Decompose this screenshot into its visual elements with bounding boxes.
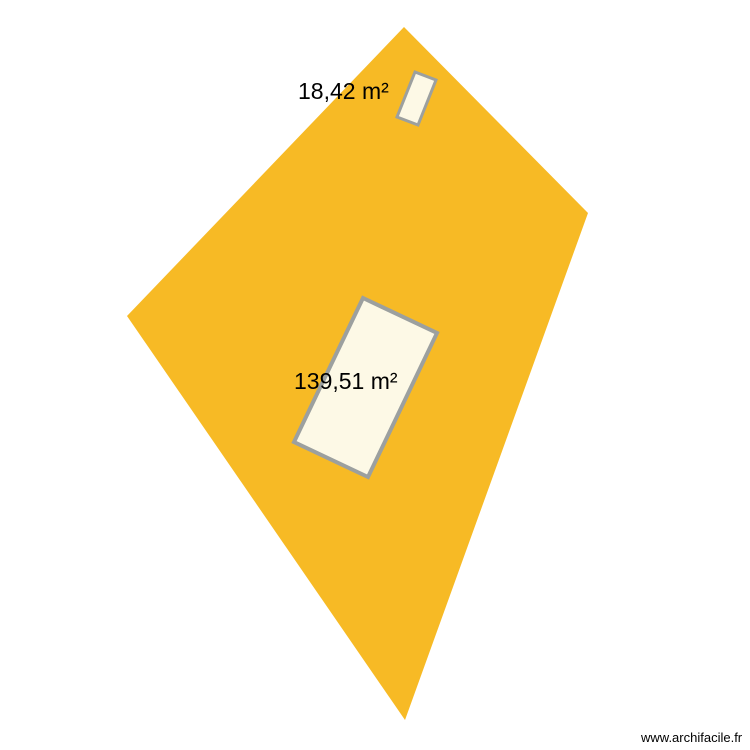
area-label-small: 18,42 m² <box>298 78 389 105</box>
area-label-large: 139,51 m² <box>294 368 398 395</box>
watermark-text: www.archifacile.fr <box>641 730 742 745</box>
